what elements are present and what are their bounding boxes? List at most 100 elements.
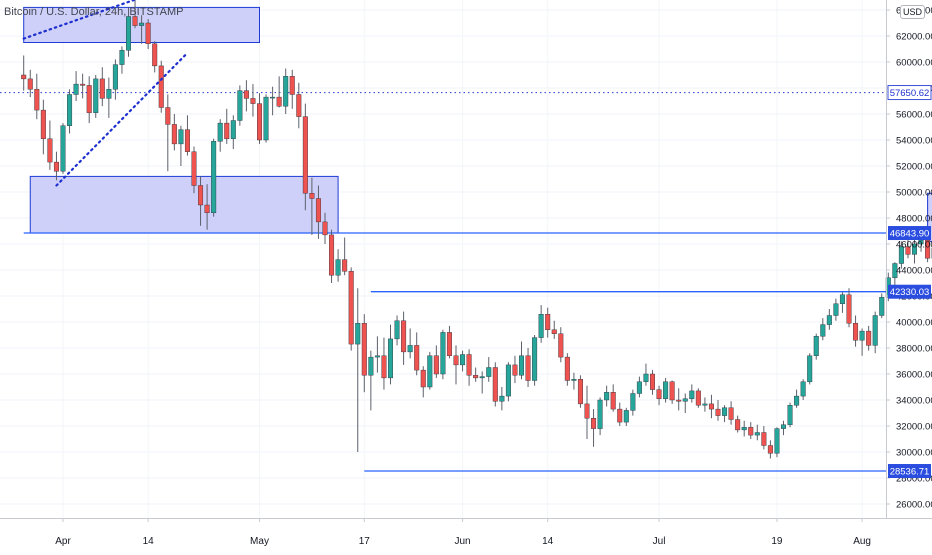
candle: [775, 427, 780, 457]
candle-body: [166, 108, 171, 125]
candle-body: [493, 368, 498, 402]
candle: [152, 41, 157, 72]
candle: [447, 326, 452, 359]
candle-body: [624, 410, 629, 422]
candle-body: [676, 400, 681, 401]
y-tick-label: 52000.00: [896, 162, 932, 173]
candle-body: [270, 97, 275, 98]
candle: [545, 308, 550, 338]
candle-body: [41, 110, 46, 139]
candle-body: [775, 429, 780, 454]
candle-body: [323, 222, 328, 235]
candle: [873, 312, 878, 354]
candle-body: [866, 331, 871, 345]
candle: [611, 384, 616, 411]
candle-body: [349, 271, 354, 344]
candle-body: [152, 44, 157, 66]
candle: [539, 305, 544, 343]
candle: [211, 139, 216, 217]
candle-body: [87, 85, 92, 112]
candle: [532, 335, 537, 386]
candle-body: [205, 205, 210, 213]
candle-body: [873, 316, 878, 346]
currency-button[interactable]: USD: [900, 5, 925, 19]
candle-body: [722, 408, 727, 416]
candle: [735, 416, 740, 433]
candle-body: [545, 314, 550, 330]
candle: [807, 353, 812, 384]
candle: [277, 76, 282, 107]
candle-body: [251, 98, 256, 103]
candle-body: [827, 316, 832, 325]
candle-body: [814, 336, 819, 356]
candle-body: [257, 104, 262, 140]
candle: [434, 345, 439, 378]
price-axis: 26000.0028000.0030000.0032000.0034000.00…: [886, 0, 932, 518]
candle: [827, 309, 832, 330]
candle-body: [663, 382, 668, 399]
candle: [552, 321, 557, 339]
candle-body: [821, 325, 826, 337]
candle-body: [526, 356, 531, 381]
candle-body: [441, 332, 446, 374]
candle-body: [801, 382, 806, 396]
candle: [264, 95, 269, 143]
candle: [847, 288, 852, 327]
candle-body: [467, 355, 472, 376]
candle-body: [277, 97, 282, 106]
candle: [565, 353, 570, 386]
candle-body: [290, 76, 295, 94]
candle-body: [421, 370, 426, 387]
candle-body: [454, 356, 459, 365]
candle-body: [729, 408, 734, 420]
candle: [231, 115, 236, 149]
x-tick-label: Apr: [55, 536, 71, 547]
candle-body: [486, 368, 491, 377]
candle: [61, 123, 66, 174]
candle: [355, 288, 360, 452]
candle: [814, 334, 819, 360]
y-tick-label: 46000.00: [896, 240, 932, 251]
candle: [172, 114, 177, 150]
candle: [879, 293, 884, 318]
candle-body: [107, 89, 112, 98]
y-tick-label: 56000.00: [896, 110, 932, 121]
candle: [329, 230, 334, 283]
candle-body: [218, 123, 223, 141]
candle: [480, 371, 485, 393]
candle-body: [617, 409, 622, 422]
y-tick-label: 54000.00: [896, 136, 932, 147]
candle: [657, 386, 662, 406]
candle: [87, 76, 92, 123]
candle: [853, 316, 858, 347]
candle: [801, 379, 806, 400]
candle-body: [100, 79, 105, 99]
candle: [67, 89, 72, 133]
candle-body: [879, 297, 884, 315]
price-label-text: 46843.90: [890, 229, 930, 240]
candle: [762, 426, 767, 449]
candle-body: [428, 356, 433, 387]
candle-body: [224, 123, 229, 139]
candle-body: [781, 425, 786, 429]
candle: [676, 388, 681, 410]
candle-body: [310, 193, 315, 198]
candle: [414, 332, 419, 375]
candle-body: [696, 391, 701, 405]
candle: [748, 422, 753, 439]
candle: [604, 386, 609, 407]
candle: [251, 84, 256, 117]
candle-body: [460, 355, 465, 365]
chart-title: Bitcoin / U.S. Dollar, 24h, BITSTAMP: [4, 6, 184, 18]
candle: [218, 119, 223, 152]
candle: [382, 338, 387, 390]
candle: [650, 370, 655, 395]
candle-body: [506, 365, 511, 396]
candle-body: [297, 95, 302, 117]
y-tick-label: 62000.00: [896, 32, 932, 43]
candle-body: [860, 331, 865, 340]
candle-body: [93, 79, 98, 113]
candle: [493, 362, 498, 406]
